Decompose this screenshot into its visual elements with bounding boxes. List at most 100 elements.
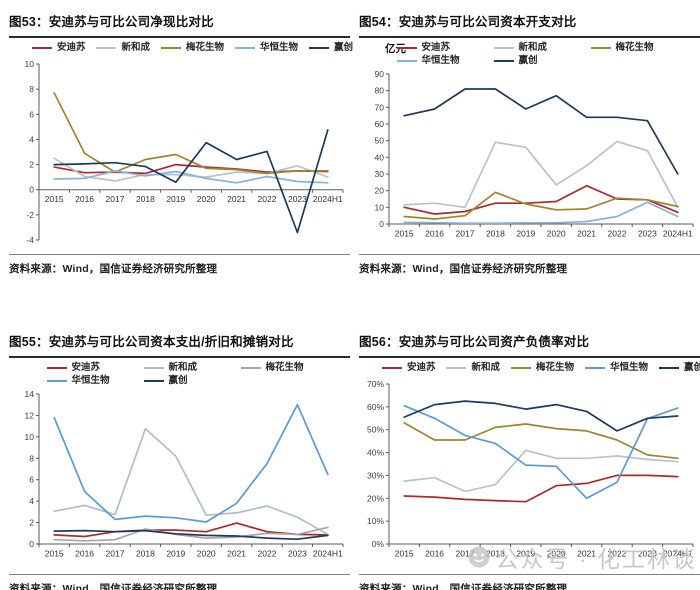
svg-text:10: 10 — [375, 202, 385, 212]
svg-text:2020: 2020 — [197, 549, 216, 559]
svg-text:90: 90 — [375, 69, 385, 79]
svg-text:2024H1: 2024H1 — [313, 549, 343, 559]
svg-text:8: 8 — [29, 453, 34, 463]
fig54-legend: 安迪苏 新和成 梅花生物华恒生物 赢创 — [387, 42, 698, 67]
legend-item-安迪苏: 安迪苏 — [396, 42, 494, 54]
legend-label: 赢创 — [684, 362, 700, 373]
legend-item-安迪苏: 安迪苏 — [381, 362, 435, 374]
legend-label: 华恒生物 — [71, 375, 110, 386]
svg-text:2021: 2021 — [577, 549, 596, 559]
fig53-chart: 安迪苏 新和成 梅花生物 华恒生物 赢创 -4 -2 0 2 4 6 8 10 2015 2016 2017… — [9, 40, 354, 252]
fig55-chart: 安迪苏 新和成 梅花生物 华恒生物 赢创 0 2 4 6 8 10 12 14 2015 2016 2017… — [9, 360, 350, 572]
legend-label: 新和成 — [471, 362, 500, 373]
legend-item-华恒生物: 华恒生物 — [585, 362, 648, 374]
svg-text:6: 6 — [29, 475, 34, 485]
svg-text:20: 20 — [375, 186, 385, 196]
legend-line-swatch — [309, 47, 330, 49]
legend-line-swatch — [381, 367, 402, 369]
svg-text:2016: 2016 — [75, 549, 94, 559]
legend-row: 安迪苏 新和成 梅花生物 华恒生物 赢创 — [31, 42, 354, 54]
svg-text:30: 30 — [375, 169, 385, 179]
legend-label: 华恒生物 — [260, 42, 299, 53]
legend-label: 赢创 — [334, 42, 354, 53]
fig56-title: 图56：安迪苏与可比公司资产负债率对比 — [359, 326, 700, 358]
svg-text:2023: 2023 — [288, 194, 307, 204]
svg-text:2020: 2020 — [547, 229, 566, 239]
fig55-line-chart: 0 2 4 6 8 10 12 14 2015 2016 2017 2018 2019 2020 2021 2… — [25, 389, 344, 559]
fig54-title: 图54：安迪苏与可比公司资本开支对比 — [359, 6, 700, 38]
legend-item-赢创: 赢创 — [143, 375, 241, 387]
svg-text:2022: 2022 — [608, 229, 627, 239]
svg-text:2022: 2022 — [258, 549, 277, 559]
svg-text:2018: 2018 — [486, 229, 505, 239]
legend-line-swatch — [493, 60, 514, 62]
legend-line-swatch — [396, 47, 417, 49]
legend-label: 梅花生物 — [265, 362, 304, 373]
legend-label: 赢创 — [168, 375, 188, 386]
svg-text:30%: 30% — [367, 470, 384, 480]
fig54-chart: 亿元 安迪苏 新和成 梅花生物 华恒生物 赢创 0 10 20 30 40 50 60 70 80 90 2… — [359, 40, 700, 252]
panel-fig55: 图55：安迪苏与可比公司资本支出/折旧和摊销对比 安迪苏 新和成 梅花生物 华恒生物 赢… — [9, 326, 350, 590]
svg-text:2024H1: 2024H1 — [663, 549, 693, 559]
svg-text:2020: 2020 — [197, 194, 216, 204]
legend-line-swatch — [235, 47, 256, 49]
svg-text:2023: 2023 — [288, 549, 307, 559]
svg-text:2018: 2018 — [486, 549, 505, 559]
fig54-line-chart: 0 10 20 30 40 50 60 70 80 90 2015 2016 2017 2018 2019 2… — [375, 69, 694, 239]
legend-line-swatch — [493, 47, 514, 49]
legend-item-梅花生物: 梅花生物 — [590, 42, 688, 54]
svg-text:2021: 2021 — [227, 194, 246, 204]
svg-text:-4: -4 — [26, 235, 34, 245]
legend-item-新和成: 新和成 — [96, 42, 150, 54]
svg-text:2018: 2018 — [136, 549, 155, 559]
svg-text:2: 2 — [29, 518, 34, 528]
legend-item-华恒生物: 华恒生物 — [396, 55, 494, 67]
fig53-source: 资料来源：Wind，国信证券经济研究所整理 — [9, 254, 350, 276]
fig53-title: 图53：安迪苏与可比公司净现比对比 — [9, 6, 350, 38]
svg-text:0%: 0% — [372, 539, 385, 549]
legend-line-swatch — [659, 367, 680, 369]
svg-text:2019: 2019 — [516, 229, 535, 239]
svg-text:2019: 2019 — [166, 549, 185, 559]
legend-item-华恒生物: 华恒生物 — [235, 42, 298, 54]
legend-label: 赢创 — [518, 55, 538, 66]
svg-text:2017: 2017 — [106, 194, 125, 204]
legend-line-swatch — [585, 367, 606, 369]
legend-label: 安迪苏 — [56, 42, 86, 53]
fig55-title: 图55：安迪苏与可比公司资本支出/折旧和摊销对比 — [9, 326, 350, 358]
svg-text:2015: 2015 — [45, 549, 64, 559]
panel-fig53: 图53：安迪苏与可比公司净现比对比 安迪苏 新和成 梅花生物 华恒生物 赢创 -4 -2 0… — [9, 6, 354, 276]
fig55-legend: 安迪苏 新和成 梅花生物 华恒生物 赢创 — [37, 362, 348, 387]
svg-text:4: 4 — [29, 134, 34, 144]
svg-text:70: 70 — [375, 102, 385, 112]
legend-label: 新和成 — [518, 42, 548, 53]
svg-text:2015: 2015 — [395, 549, 414, 559]
svg-text:2023: 2023 — [638, 229, 657, 239]
fig53-legend: 安迪苏 新和成 梅花生物 华恒生物 赢创 — [31, 42, 353, 54]
legend-line-swatch — [143, 367, 164, 369]
svg-text:80: 80 — [375, 86, 385, 96]
legend-label: 梅花生物 — [615, 42, 654, 53]
svg-text:2020: 2020 — [547, 549, 566, 559]
svg-text:0: 0 — [379, 219, 384, 229]
svg-text:0: 0 — [29, 185, 34, 195]
svg-text:14: 14 — [25, 389, 35, 399]
legend-item-赢创: 赢创 — [493, 55, 591, 67]
legend-line-swatch — [96, 47, 117, 49]
legend-item-梅花生物: 梅花生物 — [511, 362, 574, 374]
legend-line-swatch — [446, 367, 467, 369]
legend-line-swatch — [31, 47, 52, 49]
panel-fig54: 图54：安迪苏与可比公司资本开支对比 亿元 安迪苏 新和成 梅花生物 华恒生物 赢创 0… — [359, 6, 700, 276]
legend-label: 梅花生物 — [186, 42, 225, 53]
legend-row: 安迪苏 新和成 梅花生物 — [46, 362, 339, 374]
svg-text:40: 40 — [375, 152, 385, 162]
svg-text:12: 12 — [25, 410, 35, 420]
legend-row: 安迪苏 新和成 梅花生物 — [396, 42, 689, 54]
svg-text:60: 60 — [375, 119, 385, 129]
legend-item-新和成: 新和成 — [143, 362, 241, 374]
svg-text:6: 6 — [29, 109, 34, 119]
legend-label: 安迪苏 — [421, 42, 451, 53]
legend-label: 华恒生物 — [610, 362, 649, 373]
svg-text:50%: 50% — [367, 425, 384, 435]
fig56-chart: 安迪苏 新和成 梅花生物 华恒生物 赢创 0% 10% 20% 30% 40% 50% 60% 70%… — [359, 360, 700, 572]
